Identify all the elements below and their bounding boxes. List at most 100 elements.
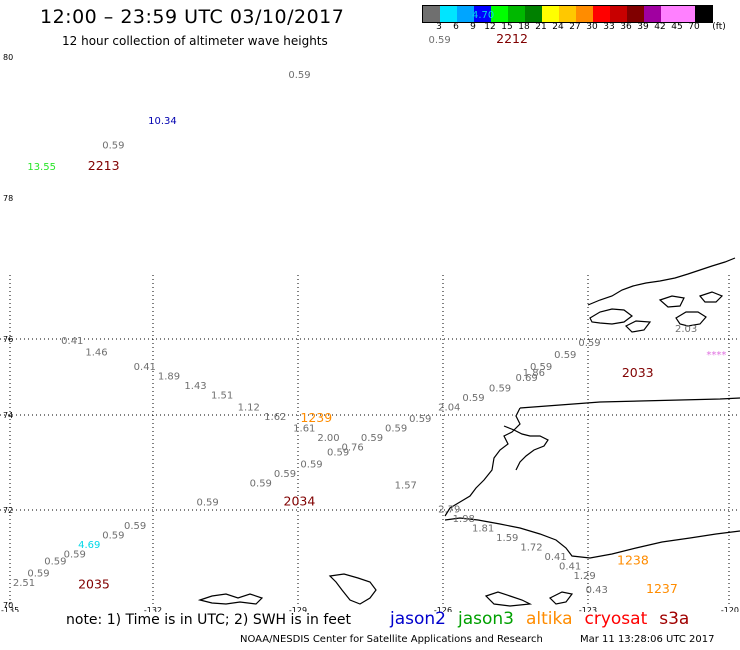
swh-value-label: 0.59 <box>327 447 349 458</box>
colorbar-swatch <box>661 6 678 22</box>
colorbar-tick-label: 6 <box>453 22 459 32</box>
swh-value-label: 0.59 <box>489 383 511 394</box>
swh-value-label: 0.59 <box>300 459 322 470</box>
colorbar-swatch <box>542 6 559 22</box>
coastline <box>503 425 549 471</box>
swh-value-label: 1.86 <box>523 368 545 379</box>
colorbar-swatch <box>508 6 525 22</box>
colorbar-swatch <box>678 6 695 22</box>
swh-value-label: 1.61 <box>293 424 315 435</box>
longitude-label: -132 <box>144 606 162 612</box>
pass-time-label: 1238 <box>617 553 649 568</box>
colorbar-swatch <box>474 6 491 22</box>
swh-value-label: 0.59 <box>250 478 272 489</box>
swh-value-label: 0.59 <box>197 497 219 508</box>
swh-value-label: 0.41 <box>134 362 156 373</box>
swh-value-label: 0.69 <box>516 373 538 384</box>
swh-value-label: 1.29 <box>574 571 596 582</box>
pass-time-label: 2213 <box>88 158 120 173</box>
swh-value-label: 0.59 <box>44 557 66 568</box>
coastline <box>484 591 533 607</box>
colorbar-tick-label: 18 <box>518 22 530 32</box>
colorbar-swatch <box>695 6 712 22</box>
swh-value-label: 1.12 <box>238 402 260 413</box>
colorbar-swatch <box>576 6 593 22</box>
coastline <box>587 257 736 306</box>
colorbar-tick-label: 33 <box>603 22 615 32</box>
swh-value-label: 2.51 <box>13 578 35 589</box>
footer-organization: NOAA/NESDIS Center for Satellite Applica… <box>240 634 543 645</box>
latitude-label: 70 <box>3 601 13 610</box>
colorbar-tick-label: 15 <box>501 22 513 32</box>
colorbar-tick-label: 24 <box>552 22 564 32</box>
longitude-label: -123 <box>579 606 597 612</box>
swh-value-label: 2.79 <box>438 504 460 515</box>
coastline <box>589 308 633 325</box>
colorbar-swatch <box>440 6 457 22</box>
swh-value-label: 1.57 <box>395 481 417 492</box>
swh-value-label: 0.59 <box>274 469 296 480</box>
swh-value-label: 1.59 <box>496 533 518 544</box>
mission-label-jason3: jason3 <box>458 609 514 629</box>
colorbar-tick-label: 30 <box>586 22 598 32</box>
longitude-label: -135 <box>1 606 19 612</box>
swh-value-label: 2.03 <box>675 324 697 335</box>
colorbar-swatch <box>491 6 508 22</box>
swh-value-label: 0.59 <box>385 424 407 435</box>
swh-value-label: 0.59 <box>361 433 383 444</box>
coastline <box>328 573 377 605</box>
colorbar-swatch <box>593 6 610 22</box>
swh-value-label: 0.59 <box>102 531 124 542</box>
swh-value-label: 13.55 <box>27 162 56 173</box>
map-subtitle: 12 hour collection of altimeter wave hei… <box>62 34 328 48</box>
map-title: 12:00 – 23:59 UTC 03/10/2017 <box>40 6 345 28</box>
colorbar-tick-label: 39 <box>637 22 649 32</box>
mission-label-s3a: s3a <box>659 609 690 629</box>
pass-time-label: 1237 <box>646 581 678 596</box>
swh-value-label: 0.41 <box>545 552 567 563</box>
swh-value-label: 0.59 <box>409 414 431 425</box>
colorbar-tick-label: 12 <box>484 22 496 32</box>
coastline <box>444 517 740 559</box>
pass-time-label: 2033 <box>622 365 654 380</box>
swh-value-label: 1.62 <box>264 412 286 423</box>
colorbar-swatch <box>644 6 661 22</box>
swh-value-label: 0.59 <box>554 350 576 361</box>
swh-value-label: 2.04 <box>438 402 460 413</box>
colorbar-swatch <box>525 6 542 22</box>
swh-value-label: 0.59 <box>429 35 451 46</box>
coastline <box>675 311 707 327</box>
pass-time-label: 2212 <box>496 31 528 46</box>
swh-value-label: 0.59 <box>124 521 146 532</box>
footer-timestamp: Mar 11 13:28:06 UTC 2017 <box>580 634 715 645</box>
wave-height-colorbar <box>422 5 713 23</box>
swh-value-label: 0.59 <box>102 141 124 152</box>
latitude-label: 74 <box>3 411 13 420</box>
colorbar-tick-label: 9 <box>470 22 476 32</box>
swh-value-label: 0.59 <box>578 338 600 349</box>
coastline <box>548 591 574 605</box>
map-note: note: 1) Time is in UTC; 2) SWH is in fe… <box>66 612 352 628</box>
colorbar-swatch <box>610 6 627 22</box>
swh-value-label: 1.98 <box>453 514 475 525</box>
pass-time-label: 2034 <box>284 493 316 508</box>
swh-value-label: 1.81 <box>472 523 494 534</box>
swh-value-label: 10.34 <box>148 116 177 127</box>
coastline <box>624 320 652 333</box>
swh-value-label: 1.51 <box>211 390 233 401</box>
colorbar-unit-label: (ft) <box>712 22 726 32</box>
coastline <box>658 295 685 308</box>
colorbar-tick-label: 42 <box>654 22 666 32</box>
mission-legend: jason2 jason3 altika cryosat s3a <box>390 609 701 629</box>
swh-value-label: 0.59 <box>530 362 552 373</box>
swh-value-label: 1.72 <box>520 542 542 553</box>
swh-value-label: 4.69 <box>78 540 100 551</box>
pass-time-label: 2035 <box>78 576 110 591</box>
colorbar-tick-label: 27 <box>569 22 581 32</box>
colorbar-tick-label: 21 <box>535 22 547 32</box>
mission-label-altika: altika <box>526 609 573 629</box>
pass-time-label: 1239 <box>300 410 332 425</box>
colorbar-swatch <box>627 6 644 22</box>
swh-value-label: 0.41 <box>61 336 83 347</box>
